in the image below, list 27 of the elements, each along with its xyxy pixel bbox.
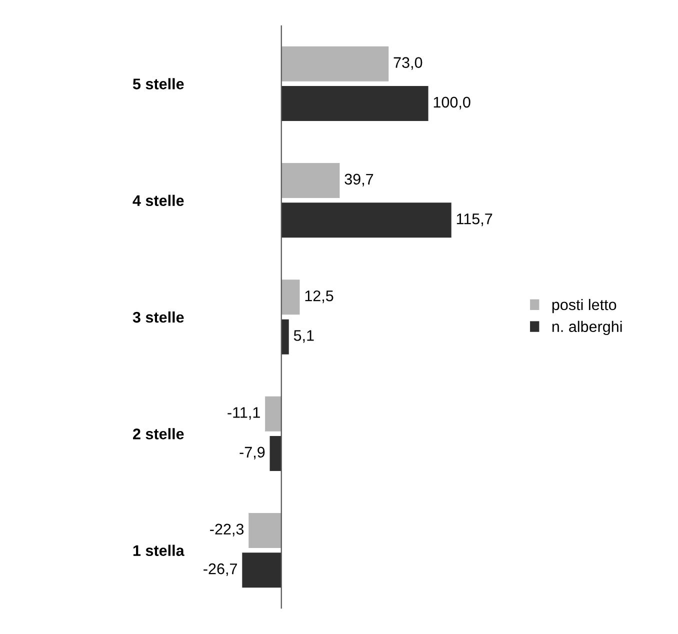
bar bbox=[281, 86, 428, 122]
bar bbox=[281, 202, 452, 238]
bar bbox=[281, 163, 340, 198]
y-tick-label: 4 stelle bbox=[132, 194, 184, 206]
bar bbox=[281, 46, 389, 82]
data-label: 5,1 bbox=[294, 330, 314, 343]
bar bbox=[248, 512, 282, 548]
data-label: -26,7 bbox=[204, 563, 237, 576]
bar bbox=[242, 552, 282, 588]
bar bbox=[270, 436, 282, 471]
bar bbox=[281, 280, 300, 315]
y-tick-label: 5 stelle bbox=[132, 78, 184, 90]
data-label: -22,3 bbox=[210, 524, 244, 536]
y-tick-label: 2 stelle bbox=[133, 428, 184, 440]
legend-label: n. alberghi bbox=[552, 320, 622, 336]
y-tick-label: 1 stella bbox=[133, 544, 184, 556]
data-label: -11,1 bbox=[228, 407, 260, 420]
data-label: 12,5 bbox=[305, 290, 334, 304]
data-label: 100,0 bbox=[434, 96, 470, 110]
data-label: 115,7 bbox=[456, 214, 492, 226]
legend-label: posti letto bbox=[552, 298, 616, 314]
data-label: 39,7 bbox=[344, 174, 374, 186]
y-tick-label: 3 stelle bbox=[132, 311, 184, 323]
bar bbox=[265, 396, 282, 432]
data-label: -7,9 bbox=[240, 446, 265, 460]
bar bbox=[281, 319, 289, 354]
data-label: 73,0 bbox=[394, 57, 422, 70]
